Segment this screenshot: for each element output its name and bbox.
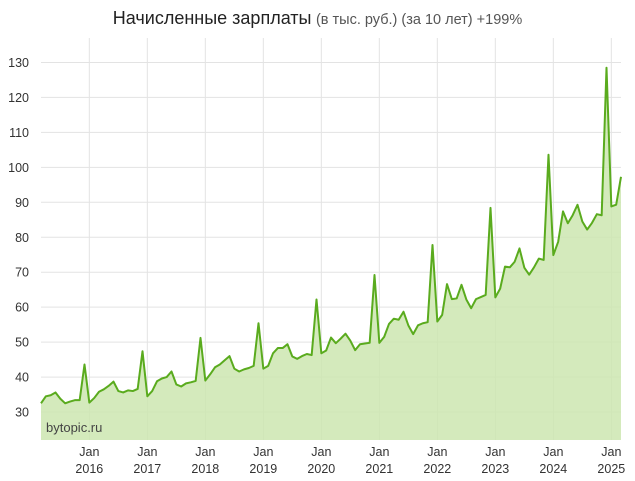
chart-title: Начисленные зарплаты (в тыс. руб.) (за 1… [0, 8, 635, 29]
x-tick-month: Jan [79, 445, 99, 459]
x-tick-label: Jan 2020 [307, 445, 335, 476]
x-tick-label: Jan 2016 [75, 445, 103, 476]
y-tick-label: 80 [15, 231, 29, 245]
x-tick-year: 2018 [191, 462, 219, 476]
x-tick-month: Jan [253, 445, 273, 459]
x-tick-label: Jan 2019 [249, 445, 277, 476]
x-tick-year: 2016 [75, 462, 103, 476]
x-tick-month: Jan [369, 445, 389, 459]
y-tick-label: 70 [15, 266, 29, 280]
x-tick-label: Jan 2018 [191, 445, 219, 476]
x-axis: Jan 2016 Jan 2017 Jan 2018 Jan 2019 Jan 2020 Jan 20… [75, 445, 625, 476]
x-tick-year: 2023 [481, 462, 509, 476]
x-tick-year: 2017 [133, 462, 161, 476]
y-tick-label: 30 [15, 406, 29, 420]
x-tick-year: 2020 [307, 462, 335, 476]
x-tick-year: 2025 [597, 462, 625, 476]
x-tick-year: 2022 [423, 462, 451, 476]
chart-subtitle: (в тыс. руб.) (за 10 лет) +199% [315, 12, 523, 28]
y-tick-label: 100 [8, 161, 29, 175]
series-line [40, 66, 622, 405]
y-tick-label: 120 [8, 91, 29, 105]
x-tick-month: Jan [427, 445, 447, 459]
y-tick-label: 90 [15, 196, 29, 210]
x-tick-label: Jan 2017 [133, 445, 161, 476]
x-tick-label: Jan 2021 [365, 445, 393, 476]
x-tick-month: Jan [485, 445, 505, 459]
y-tick-label: 110 [9, 126, 29, 140]
x-tick-month: Jan [601, 445, 621, 459]
y-axis: 30 40 50 60 70 80 90 100 110 120 130 [8, 56, 29, 420]
x-tick-label: Jan 2025 [597, 445, 625, 476]
x-tick-label: Jan 2024 [539, 445, 567, 476]
chart-title-main: Начисленные зарплаты [112, 8, 312, 28]
y-tick-label: 60 [15, 301, 29, 315]
x-tick-month: Jan [311, 445, 331, 459]
watermark: bytopic.ru [46, 420, 102, 435]
series-area [41, 67, 621, 441]
y-tick-label: 50 [15, 336, 29, 350]
x-tick-month: Jan [543, 445, 563, 459]
x-tick-year: 2019 [249, 462, 277, 476]
x-tick-month: Jan [137, 445, 157, 459]
y-tick-label: 130 [8, 56, 29, 70]
x-tick-label: Jan 2022 [423, 445, 451, 476]
x-tick-label: Jan 2023 [481, 445, 509, 476]
x-tick-year: 2024 [539, 462, 567, 476]
x-tick-month: Jan [195, 445, 215, 459]
y-tick-label: 40 [15, 371, 29, 385]
x-tick-year: 2021 [365, 462, 393, 476]
